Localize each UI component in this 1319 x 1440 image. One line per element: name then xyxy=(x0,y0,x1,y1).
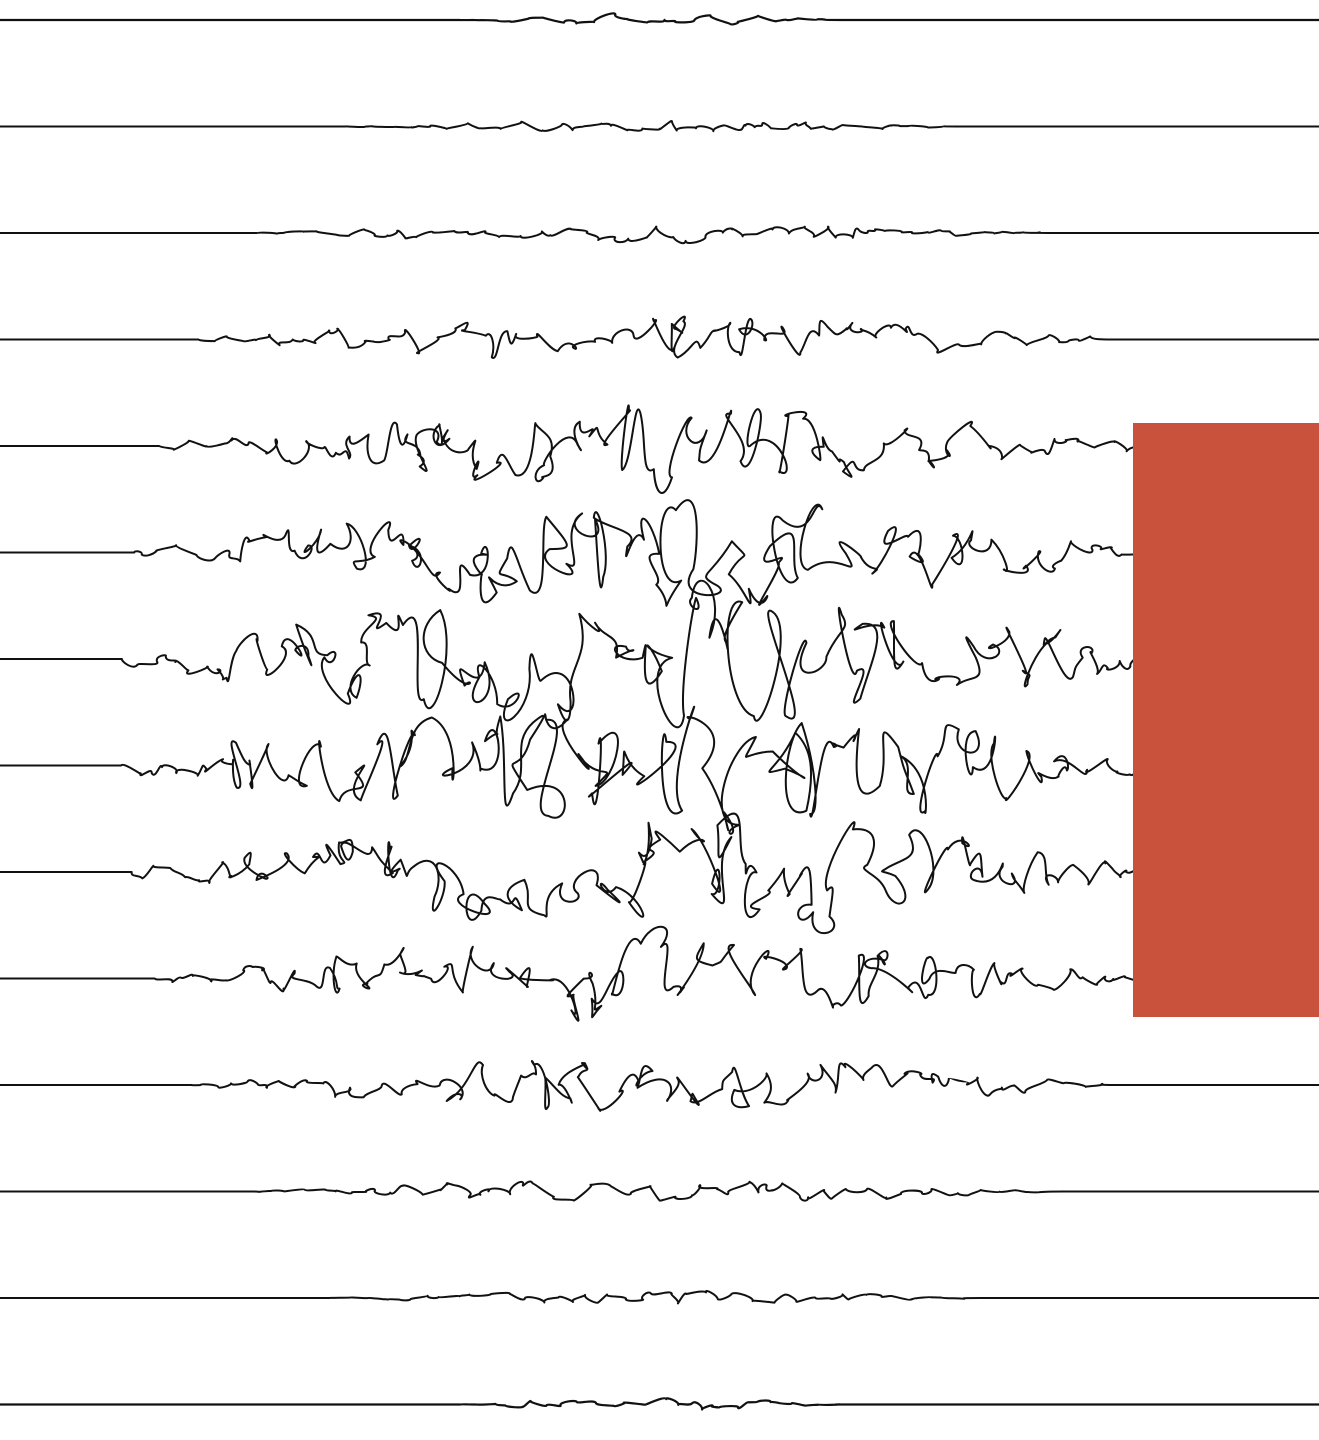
scribble-line xyxy=(0,1397,1319,1411)
scribble-line xyxy=(0,225,1319,245)
accent-panel xyxy=(1133,423,1319,1017)
scribble-line xyxy=(0,120,1319,133)
scribble-line xyxy=(0,1180,1319,1202)
scribble-line xyxy=(0,1290,1319,1305)
scribble-line xyxy=(0,12,1319,26)
scribble-line xyxy=(0,925,1319,1022)
scribble-line xyxy=(0,812,1319,935)
scribble-line xyxy=(0,579,1319,729)
scribble-line xyxy=(0,705,1319,835)
scribble-line xyxy=(0,404,1319,494)
scribble-line xyxy=(0,1060,1319,1112)
scribble-line xyxy=(0,315,1319,359)
scribble-line xyxy=(0,499,1319,607)
